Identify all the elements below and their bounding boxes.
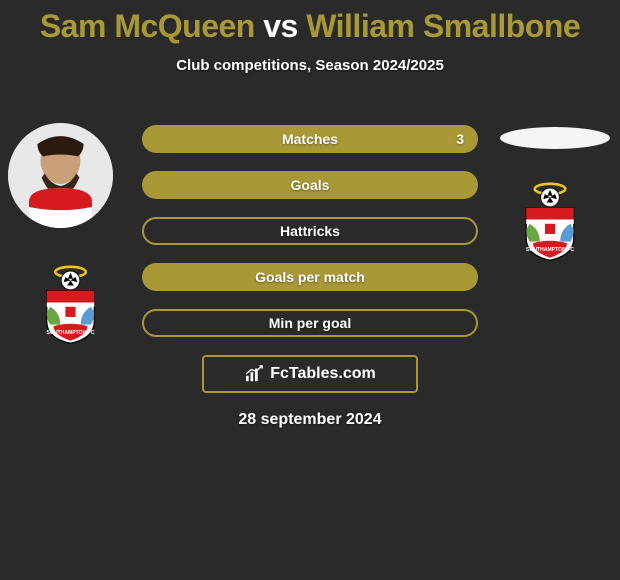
stat-label: Min per goal	[269, 315, 351, 331]
chart-icon	[244, 365, 266, 383]
player2-name: William Smallbone	[306, 8, 580, 44]
player2-photo-placeholder	[500, 127, 610, 149]
stat-row-min-per-goal: Min per goal	[142, 309, 478, 337]
stat-value: 3	[456, 131, 464, 147]
brand-box: FcTables.com	[202, 355, 418, 393]
date-text: 28 september 2024	[142, 411, 478, 429]
brand-text: FcTables.com	[270, 365, 376, 383]
svg-text:SOUTHAMPTON FC: SOUTHAMPTON FC	[526, 247, 574, 253]
subtitle: Club competitions, Season 2024/2025	[0, 57, 620, 74]
svg-text:SOUTHAMPTON FC: SOUTHAMPTON FC	[46, 330, 94, 336]
stat-label: Matches	[282, 131, 338, 147]
stat-label: Goals	[291, 177, 330, 193]
player2-club-crest: SOUTHAMPTON FC	[500, 177, 600, 262]
stat-row-matches: Matches 3	[142, 125, 478, 153]
stat-row-goals-per-match: Goals per match	[142, 263, 478, 291]
comparison-title: Sam McQueen vs William Smallbone	[0, 0, 620, 45]
stat-row-hattricks: Hattricks	[142, 217, 478, 245]
stat-row-goals: Goals	[142, 171, 478, 199]
stats-column: Matches 3 Goals Hattricks Goals per matc…	[142, 125, 478, 429]
player1-club-crest: SOUTHAMPTON FC	[28, 260, 113, 345]
stat-label: Goals per match	[255, 269, 365, 285]
player1-name: Sam McQueen	[40, 8, 255, 44]
vs-separator: vs	[263, 8, 298, 44]
stat-label: Hattricks	[280, 223, 340, 239]
player1-photo	[8, 123, 113, 228]
